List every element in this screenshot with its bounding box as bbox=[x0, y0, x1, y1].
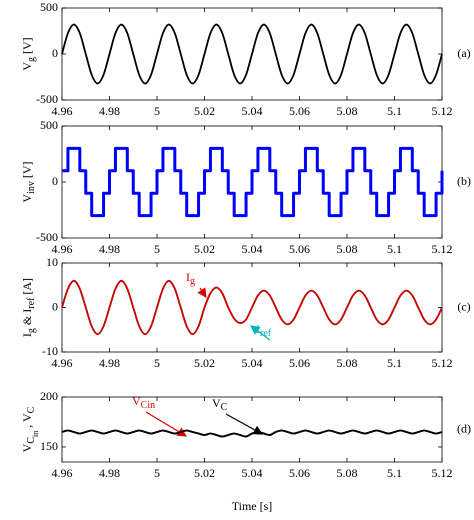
x-tick-label: 4.96 bbox=[52, 104, 73, 118]
x-tick-label: 5.06 bbox=[289, 356, 310, 370]
series-line bbox=[61, 429, 443, 438]
y-tick-label: -500 bbox=[36, 230, 58, 244]
x-tick-label: 4.96 bbox=[52, 466, 73, 480]
y-axis-label: Vg [V] bbox=[20, 37, 38, 70]
annotation-part: I bbox=[256, 322, 260, 336]
y-axis-label-part: g bbox=[26, 328, 37, 333]
y-tick-label: 0 bbox=[52, 174, 58, 188]
y-axis-label-part: V bbox=[20, 443, 34, 452]
x-tick-label: 5 bbox=[154, 466, 160, 480]
y-axis-label-part: C bbox=[26, 406, 37, 413]
y-axis-label-part: ref bbox=[26, 297, 37, 309]
y-axis-label-part: V bbox=[20, 194, 34, 203]
y-axis-label-part: & I bbox=[20, 309, 34, 328]
x-tick-label: 5.08 bbox=[337, 242, 358, 256]
series-line bbox=[62, 146, 444, 218]
x-tick-label: 5.08 bbox=[337, 356, 358, 370]
x-tick-label: 5.06 bbox=[289, 242, 310, 256]
x-axis-label: Time [s] bbox=[232, 499, 273, 513]
x-tick-label: 5.02 bbox=[194, 104, 215, 118]
y-tick-label: 0 bbox=[52, 299, 58, 313]
x-tick-label: 4.98 bbox=[99, 466, 120, 480]
x-tick-label: 5.02 bbox=[194, 356, 215, 370]
x-tick-label: 5.04 bbox=[242, 104, 263, 118]
x-tick-label: 5.1 bbox=[387, 356, 402, 370]
x-tick-label: 5.02 bbox=[194, 466, 215, 480]
panel-label: (a) bbox=[457, 46, 470, 60]
x-tick-label: 4.96 bbox=[52, 356, 73, 370]
x-tick-label: 5 bbox=[154, 356, 160, 370]
y-axis-label-part: inv bbox=[26, 181, 37, 194]
x-tick-label: 5.12 bbox=[432, 104, 453, 118]
panel-label: (c) bbox=[457, 299, 470, 313]
annotation: Ig bbox=[186, 270, 195, 288]
y-axis-label-part: , V bbox=[20, 413, 34, 431]
x-tick-label: 5.04 bbox=[242, 466, 263, 480]
panel-label: (b) bbox=[457, 174, 471, 188]
y-axis-label: Vinv [V] bbox=[20, 161, 38, 202]
annotation-part: I bbox=[186, 270, 190, 284]
y-tick-label: 10 bbox=[46, 255, 58, 269]
x-tick-label: 5.04 bbox=[242, 242, 263, 256]
annotation-part: ref bbox=[260, 328, 272, 339]
x-tick-label: 5.12 bbox=[432, 356, 453, 370]
y-axis-label-part: in bbox=[31, 431, 40, 437]
y-tick-label: 500 bbox=[40, 118, 58, 132]
y-axis-label-part: C bbox=[26, 437, 37, 444]
y-tick-label: 200 bbox=[40, 389, 58, 403]
y-tick-label: -500 bbox=[36, 92, 58, 106]
x-tick-label: 5.12 bbox=[432, 466, 453, 480]
annotation-part: V bbox=[212, 396, 221, 410]
y-tick-label: -10 bbox=[42, 344, 58, 358]
y-axis-label-part: [V] bbox=[20, 37, 34, 57]
panel-label: (d) bbox=[457, 421, 471, 435]
y-axis-label-part: V bbox=[20, 62, 34, 71]
y-axis-label-part: [V] bbox=[20, 161, 34, 181]
annotation-arrow bbox=[197, 287, 207, 298]
series-line bbox=[61, 23, 443, 85]
y-axis-label-part: I bbox=[20, 333, 34, 337]
x-tick-label: 5 bbox=[154, 104, 160, 118]
series-line bbox=[61, 279, 443, 336]
x-tick-label: 5.1 bbox=[387, 104, 402, 118]
x-tick-label: 5.1 bbox=[387, 466, 402, 480]
x-tick-label: 4.98 bbox=[99, 356, 120, 370]
x-tick-label: 5.04 bbox=[242, 356, 263, 370]
annotation-part: Cin bbox=[141, 400, 155, 411]
annotation: VCin bbox=[132, 394, 155, 412]
x-tick-label: 5.12 bbox=[432, 242, 453, 256]
y-tick-label: 500 bbox=[40, 0, 58, 14]
x-tick-label: 5.1 bbox=[387, 242, 402, 256]
annotation-part: V bbox=[132, 394, 141, 408]
x-tick-label: 5.06 bbox=[289, 466, 310, 480]
annotation-arrow bbox=[225, 413, 264, 435]
x-tick-label: 4.98 bbox=[99, 242, 120, 256]
plot-frame bbox=[61, 396, 443, 463]
x-tick-label: 5.08 bbox=[337, 466, 358, 480]
y-axis-label: VCin , VC bbox=[20, 406, 40, 452]
y-axis-label: Ig & Iref [A] bbox=[20, 278, 38, 337]
annotation-part: g bbox=[190, 276, 195, 287]
x-tick-label: 5.02 bbox=[194, 242, 215, 256]
x-tick-label: 4.96 bbox=[52, 242, 73, 256]
y-tick-label: 150 bbox=[40, 439, 58, 453]
annotation: Iref bbox=[256, 322, 272, 340]
y-axis-label-part: g bbox=[26, 57, 37, 62]
y-tick-label: 0 bbox=[52, 46, 58, 60]
y-axis-label-part: [A] bbox=[20, 278, 34, 298]
x-tick-label: 4.98 bbox=[99, 104, 120, 118]
x-tick-label: 5.06 bbox=[289, 104, 310, 118]
x-tick-label: 5 bbox=[154, 242, 160, 256]
x-tick-label: 5.08 bbox=[337, 104, 358, 118]
annotation-part: C bbox=[221, 402, 228, 413]
annotation-arrow bbox=[250, 325, 271, 341]
annotation: VC bbox=[212, 396, 228, 414]
